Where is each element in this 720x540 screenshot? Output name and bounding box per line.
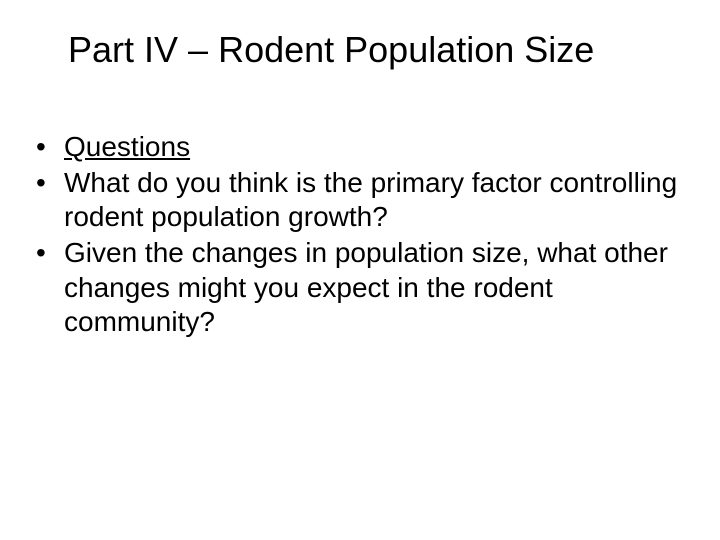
- bullet-item: Given the changes in population size, wh…: [30, 236, 680, 338]
- bullet-item: Questions: [30, 130, 680, 164]
- bullet-list: Questions What do you think is the prima…: [30, 130, 680, 339]
- bullet-item: What do you think is the primary factor …: [30, 166, 680, 234]
- bullet-text: Questions: [64, 131, 190, 162]
- bullet-text: What do you think is the primary factor …: [64, 167, 677, 232]
- slide-body: Questions What do you think is the prima…: [30, 130, 680, 341]
- slide: Part IV – Rodent Population Size Questio…: [0, 0, 720, 540]
- bullet-text: Given the changes in population size, wh…: [64, 237, 668, 336]
- slide-title: Part IV – Rodent Population Size: [68, 28, 680, 71]
